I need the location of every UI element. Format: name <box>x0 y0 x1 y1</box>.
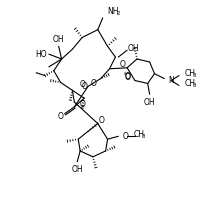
Text: O: O <box>99 116 105 125</box>
Text: CH: CH <box>134 130 145 139</box>
Text: O: O <box>58 112 64 121</box>
Text: O: O <box>119 60 125 69</box>
Text: OH: OH <box>53 35 64 44</box>
Text: O: O <box>91 79 97 88</box>
Text: 2: 2 <box>116 11 120 16</box>
Text: 3: 3 <box>193 83 196 88</box>
Text: OH: OH <box>127 44 139 53</box>
Text: 'O: 'O <box>123 73 131 82</box>
Text: OH: OH <box>72 165 83 174</box>
Text: O: O <box>122 132 128 141</box>
Text: O: O <box>81 82 87 91</box>
Text: 'O: 'O <box>123 72 131 81</box>
Text: 3: 3 <box>193 73 196 78</box>
Text: CH: CH <box>185 69 196 78</box>
Text: CH: CH <box>185 79 196 88</box>
Text: O: O <box>79 99 85 109</box>
Text: NH: NH <box>108 7 119 16</box>
Text: N: N <box>168 76 174 85</box>
Text: HO: HO <box>35 50 47 59</box>
Text: O: O <box>79 80 85 89</box>
Text: OH: OH <box>144 98 155 106</box>
Text: 3: 3 <box>142 134 145 139</box>
